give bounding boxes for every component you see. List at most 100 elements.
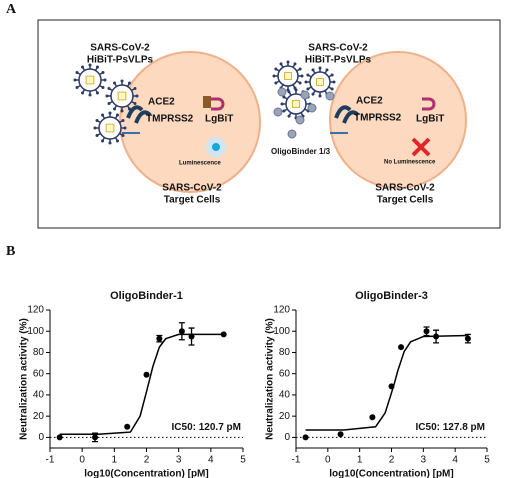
spike-tip: [298, 67, 302, 71]
x-tick-label: 2: [389, 455, 395, 466]
spike-tip: [116, 139, 119, 143]
data-point: [143, 371, 150, 378]
spike-tip: [96, 91, 99, 95]
spike-tip: [274, 81, 278, 85]
ace2-receptor: [126, 105, 152, 124]
genome: [316, 78, 324, 86]
signal-label: Luminescence: [179, 161, 221, 167]
data-point: [56, 434, 63, 441]
x-axis-label: log10(Concentration) [pM]: [84, 469, 208, 478]
data-point: [433, 333, 440, 340]
y-tick-label: 20: [279, 411, 291, 422]
cell-label: SARS-CoV-2: [162, 183, 222, 194]
x-tick-label: 2: [144, 455, 150, 466]
spike-tip: [133, 102, 137, 105]
y-tick-label: 80: [33, 347, 45, 358]
spike-tip: [128, 81, 131, 85]
no-signal-cross: [411, 137, 431, 157]
x-tick-label: 5: [484, 455, 490, 466]
data-point: [188, 333, 195, 340]
lgbit: [422, 97, 436, 111]
binder-particle: [287, 129, 297, 139]
spike-tip: [103, 78, 107, 82]
spike-tip: [306, 87, 310, 91]
spike-tip: [113, 107, 116, 111]
spike-tip: [311, 92, 315, 96]
y-tick-label: 60: [279, 368, 291, 379]
spike-tip: [88, 63, 92, 67]
spike-tip: [101, 71, 105, 74]
binder-particle: [307, 103, 317, 113]
spike-tip: [81, 91, 84, 95]
y-tick-label: 0: [38, 432, 44, 443]
x-tick-label: 0: [325, 455, 331, 466]
genome: [117, 91, 127, 101]
y-tick-label: 0: [284, 432, 290, 443]
y-tick-label: 80: [279, 347, 291, 358]
x-tick-label: 4: [452, 455, 458, 466]
spike-tip: [73, 78, 77, 82]
spike-tip: [121, 119, 125, 122]
virus-icons: [73, 60, 336, 145]
data-point: [398, 344, 405, 351]
spike-tip: [101, 113, 104, 117]
spike-tip: [318, 94, 322, 98]
virus-label: SARS-CoV-2: [308, 43, 368, 54]
data-point: [178, 328, 185, 335]
y-tick-label: 20: [33, 411, 45, 422]
spike-tip: [107, 102, 111, 105]
spike-tip: [325, 68, 329, 72]
spike-tip: [123, 126, 127, 130]
y-tick-label: 60: [33, 368, 45, 379]
cell-label: SARS-CoV-2: [375, 183, 435, 194]
enzyme-label: LgBiT: [205, 114, 233, 125]
data-point: [92, 434, 99, 441]
receptor-label: TMPRSS2: [146, 114, 194, 125]
enzyme-label: LgBiT: [416, 114, 444, 125]
spike-tip: [330, 73, 334, 77]
spike-tip: [135, 94, 139, 98]
spike-tip: [120, 79, 124, 83]
chart-title: OligoBinder-3: [355, 290, 428, 302]
x-tick-label: 1: [357, 455, 363, 466]
binder-particle: [300, 90, 310, 100]
y-axis-label: Neutralization activity (%): [265, 318, 276, 440]
genome: [284, 72, 292, 80]
annotation: IC50: 120.7 pM: [172, 422, 241, 433]
y-axis-label: Neutralization activity (%): [19, 318, 30, 440]
spike-tip: [95, 119, 99, 122]
spike-tip: [306, 73, 310, 77]
spike-tip: [120, 109, 124, 113]
x-axis-label: log10(Concentration) [pM]: [329, 469, 453, 478]
spike-tip: [287, 114, 291, 118]
data-point: [337, 431, 344, 438]
y-tick-label: 100: [27, 326, 44, 337]
y-tick-label: 40: [279, 390, 291, 401]
spike-tip: [318, 66, 322, 70]
spike-tip: [332, 80, 336, 84]
spike-tip: [101, 139, 104, 143]
x-tick-label: -1: [46, 455, 55, 466]
fit-curve: [305, 334, 468, 431]
receptor-label: ACE2: [356, 96, 383, 107]
spike-tip: [105, 94, 109, 98]
panel-label: A: [6, 2, 17, 17]
binder-particle: [277, 87, 287, 97]
data-point: [369, 414, 376, 421]
spike-tip: [294, 88, 298, 92]
target-cell: [329, 51, 467, 189]
hibit: [203, 96, 211, 108]
spike-tip: [96, 65, 99, 69]
spike-tip: [121, 134, 125, 137]
signal-label: No Luminescence: [384, 160, 436, 166]
spike-tip: [272, 74, 276, 78]
data-point: [423, 328, 430, 335]
spike-tip: [95, 134, 99, 137]
y-tick-label: 120: [27, 305, 44, 316]
y-tick-label: 100: [273, 326, 290, 337]
spike-tip: [330, 87, 334, 91]
genome: [105, 123, 115, 133]
data-point: [156, 335, 163, 342]
spike-tip: [293, 62, 297, 66]
